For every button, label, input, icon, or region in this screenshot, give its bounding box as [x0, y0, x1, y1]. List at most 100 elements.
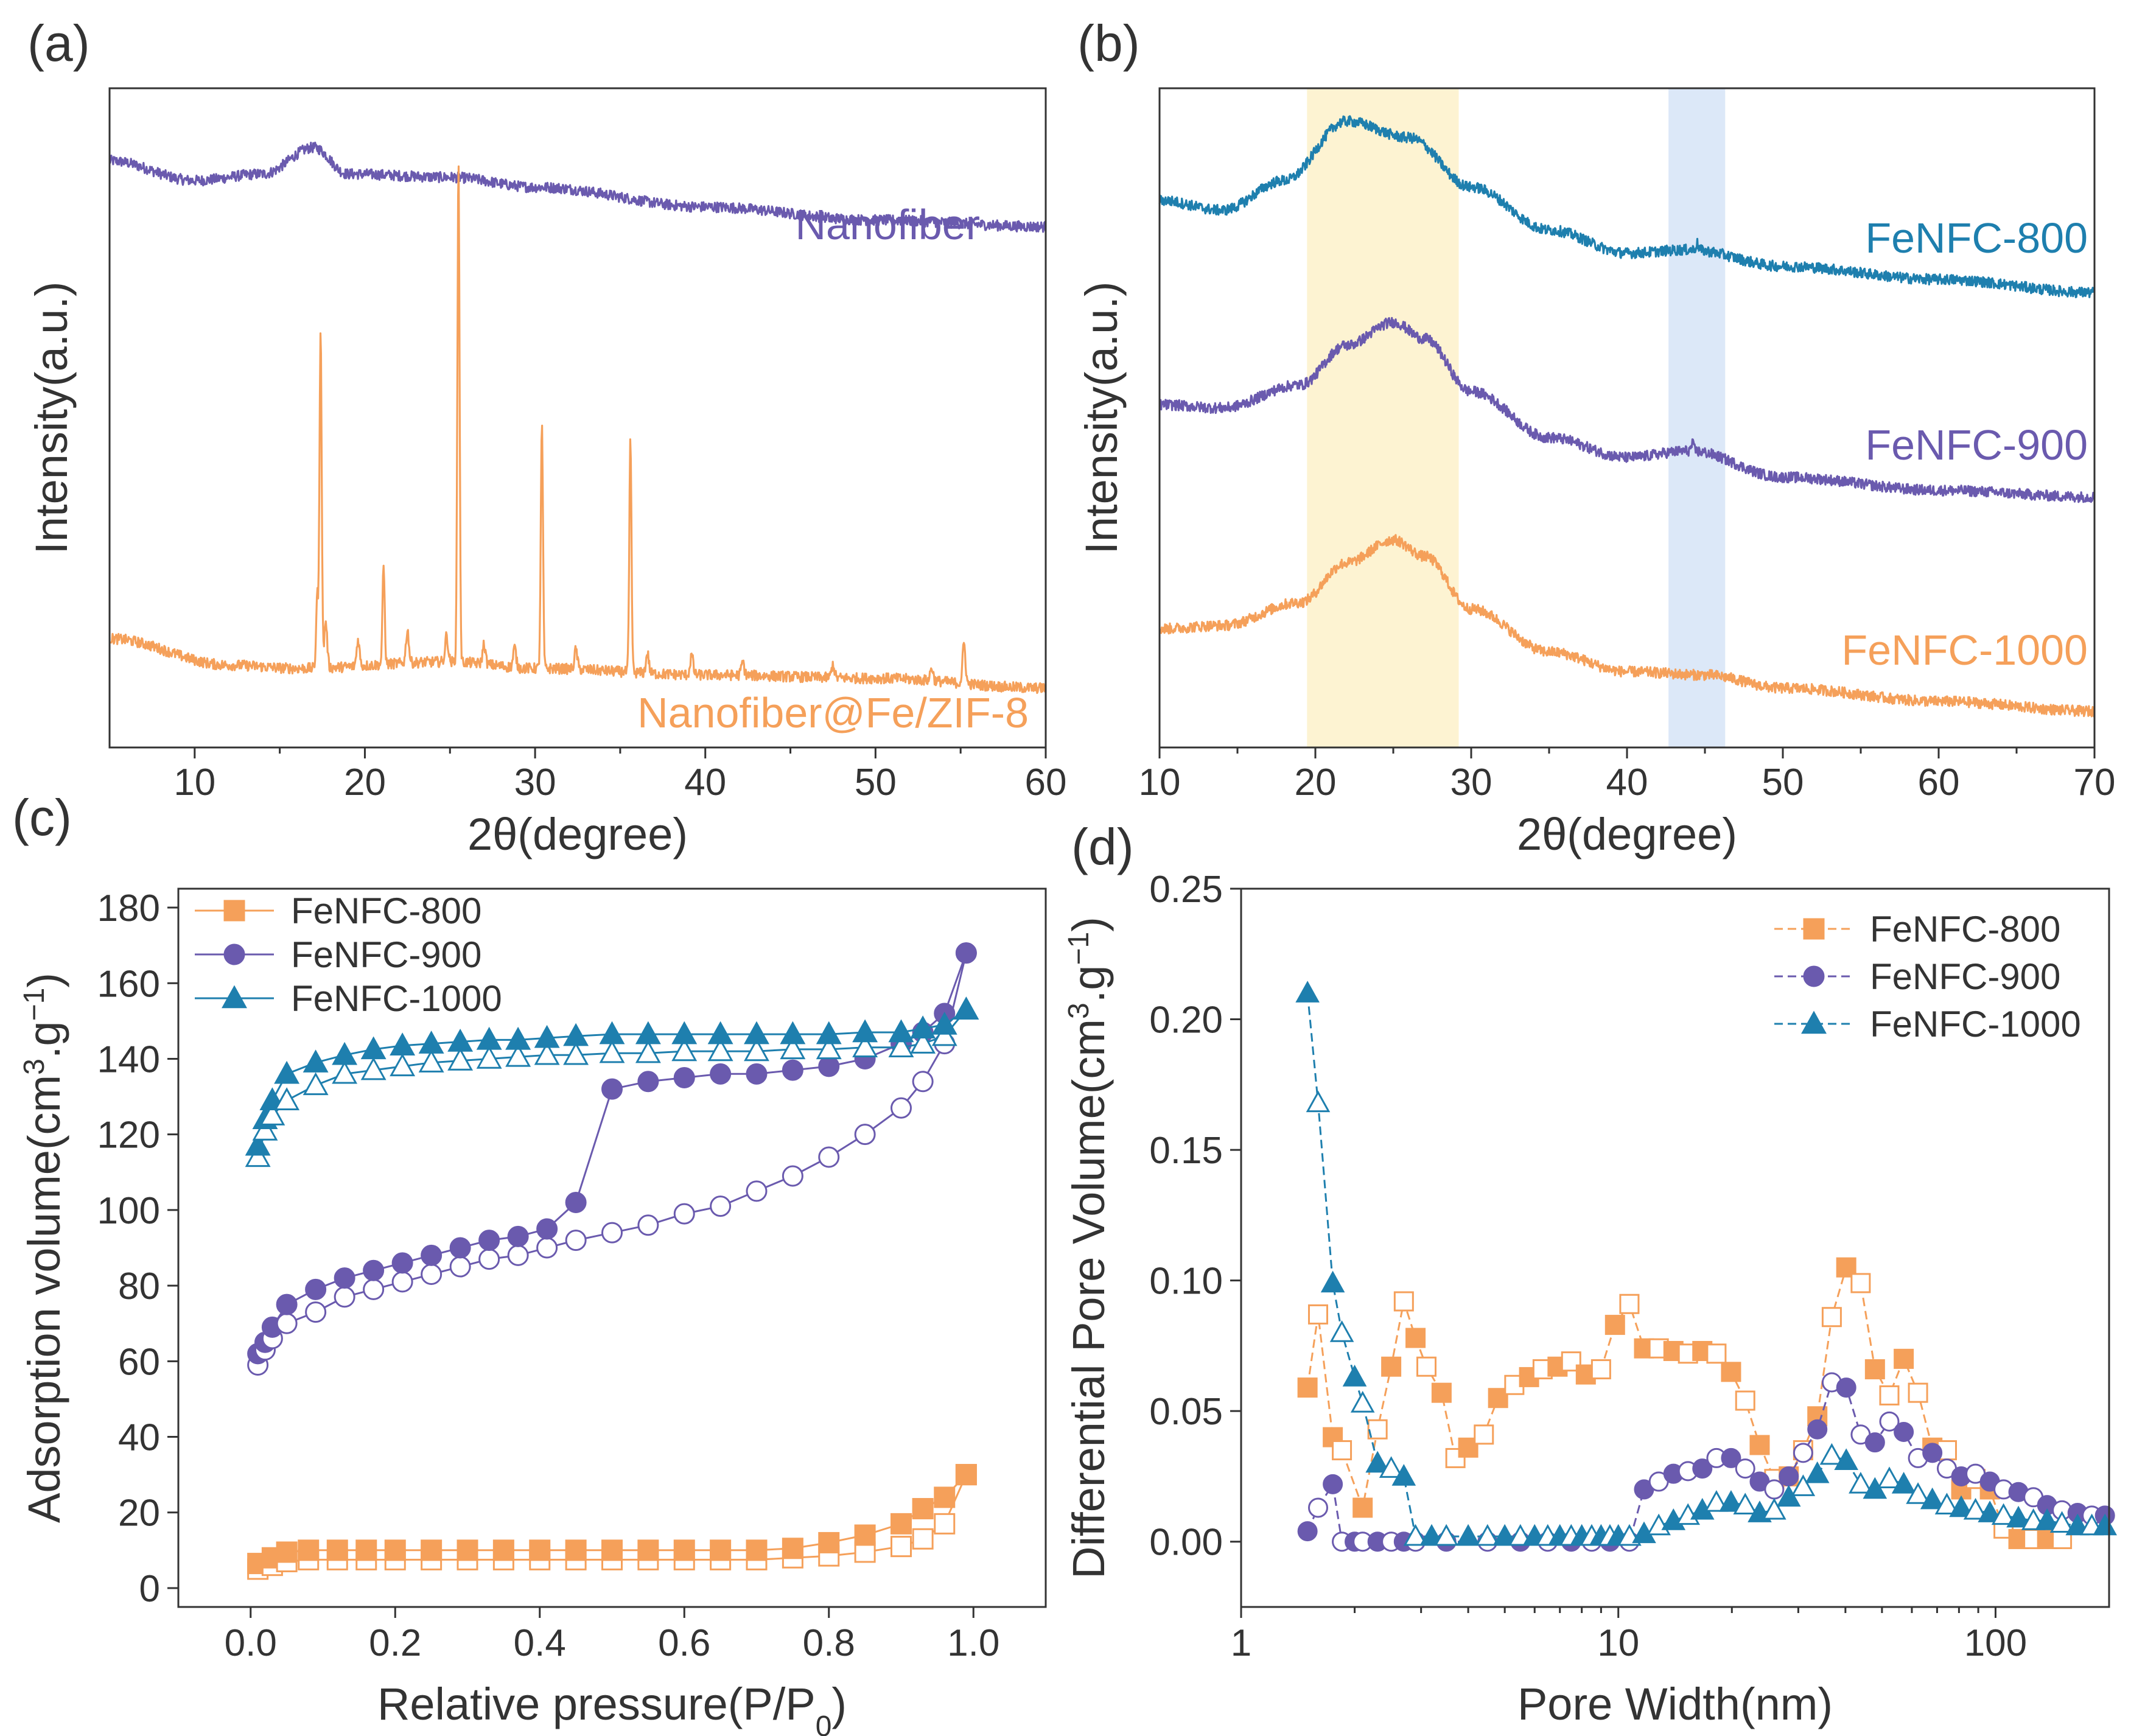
y-label-mid: .g: [19, 1021, 69, 1059]
data-point: [1934, 1493, 1959, 1514]
adsorption-point: [635, 1040, 661, 1063]
panel-label: (c): [12, 789, 72, 846]
desorption-point: [744, 1021, 769, 1045]
desorption-point: [274, 1060, 300, 1084]
y-label-mid: .g: [1063, 965, 1114, 1003]
adsorption-point: [565, 1230, 587, 1251]
legend-marker: [1803, 918, 1825, 940]
adsorption-point: [910, 1031, 936, 1054]
desorption-point: [710, 1539, 732, 1561]
data-point: [1350, 1390, 1375, 1413]
desorption-point: [534, 1024, 560, 1048]
adsorption-point: [391, 1271, 413, 1293]
desorption-point: [710, 1063, 732, 1085]
legend-marker: [223, 900, 245, 922]
desorption-point: [563, 1023, 589, 1046]
y-tick-label: 100: [97, 1190, 160, 1232]
y-tick-label: 0.05: [1149, 1391, 1223, 1433]
desorption-point: [637, 1071, 659, 1093]
desorption-point: [888, 1019, 914, 1043]
x-tick-label: 10: [173, 761, 215, 803]
series-line: [1158, 317, 2095, 503]
data-point: [1922, 1443, 1943, 1463]
y-tick-label: 0.20: [1149, 999, 1223, 1041]
legend-marker: [1803, 965, 1825, 987]
desorption-point: [910, 1015, 936, 1039]
data-point: [1419, 1524, 1444, 1546]
data-point: [1381, 1356, 1402, 1377]
desorption-point: [746, 1063, 768, 1085]
data-point: [1458, 1437, 1478, 1458]
x-tick-label: 50: [1762, 761, 1804, 803]
data-point: [1776, 1485, 1801, 1507]
desorption-point: [363, 1259, 385, 1281]
adsorption-point: [707, 1038, 733, 1062]
desorption-point: [334, 1267, 355, 1289]
desorption-point: [780, 1021, 806, 1045]
legend-marker: [222, 985, 247, 1009]
data-point: [1879, 1411, 1900, 1432]
desorption-point: [457, 1539, 478, 1561]
y-tick-label: 0.10: [1149, 1261, 1223, 1303]
y-label-sup: 3: [18, 1059, 51, 1075]
y-tick-label: 80: [118, 1265, 160, 1307]
y-tick-label: 60: [118, 1341, 160, 1383]
data-point: [1749, 1435, 1770, 1455]
legend-marker: [1801, 1010, 1827, 1034]
data-point: [1704, 1490, 1729, 1512]
plot-frame: [108, 87, 1047, 749]
data-point: [1706, 1343, 1727, 1364]
y-label-sup: 3: [1063, 1003, 1095, 1019]
adsorption-point: [563, 1041, 589, 1065]
y-axis-label: Intensity(a.u.): [26, 281, 77, 554]
adsorption-point: [303, 1072, 329, 1096]
x-tick-label: 60: [1025, 761, 1067, 803]
data-point: [1297, 1521, 1318, 1542]
adsorption-point: [421, 1263, 443, 1285]
panel-label: (a): [27, 15, 90, 72]
adsorption-point: [363, 1278, 385, 1300]
y-tick-label: 0.25: [1149, 869, 1223, 911]
data-point: [1332, 1440, 1352, 1461]
desorption-point: [934, 1486, 956, 1508]
desorption-point: [276, 1293, 298, 1315]
adsorption-point: [852, 1034, 878, 1058]
y-label-close: ): [1063, 917, 1114, 932]
adsorption-point: [673, 1203, 695, 1225]
data-point: [1342, 1365, 1367, 1387]
data-point: [2049, 1511, 2074, 1533]
data-point: [1805, 1461, 1830, 1483]
data-point: [1307, 1304, 1328, 1325]
data-point: [1721, 1362, 1741, 1382]
adsorption-point: [252, 1117, 278, 1141]
desorption-point: [529, 1539, 551, 1561]
desorption-point: [931, 1012, 957, 1035]
desorption-point: [390, 1032, 416, 1055]
adsorption-point: [334, 1286, 355, 1308]
xrd-panel-1: 10 20 30 40 50 60 70 2θ(degree) Intensity(a.u.) (…: [1076, 15, 2115, 859]
x-tick-label: 10: [1139, 761, 1181, 803]
adsorption-point: [912, 1528, 934, 1550]
data-point: [1949, 1495, 1973, 1517]
desorption-point: [818, 1055, 840, 1077]
data-point: [1735, 1458, 1755, 1479]
data-point: [1836, 1377, 1856, 1398]
y-axis-label: Intensity(a.u.): [1076, 281, 1127, 554]
x-tick-label: 30: [1450, 761, 1492, 803]
desorption-point: [818, 1531, 840, 1553]
x-axis-label: 2θ(degree): [1517, 809, 1737, 859]
trace-label-nanofiber: Nanofiber: [795, 201, 980, 248]
desorption-point: [418, 1031, 444, 1054]
y-tick-label: 20: [118, 1493, 160, 1535]
data-point: [1405, 1328, 1426, 1348]
desorption-point: [565, 1539, 587, 1561]
desorption-point: [505, 1026, 531, 1050]
desorption-point: [298, 1539, 320, 1561]
shaded-band: [1307, 88, 1459, 747]
data-point: [1719, 1490, 1743, 1512]
adsorption-point: [476, 1045, 502, 1069]
data-point: [1864, 1432, 1885, 1453]
data-point: [1908, 1382, 1928, 1403]
adsorption-point: [534, 1041, 560, 1065]
series-line: [108, 141, 1047, 233]
